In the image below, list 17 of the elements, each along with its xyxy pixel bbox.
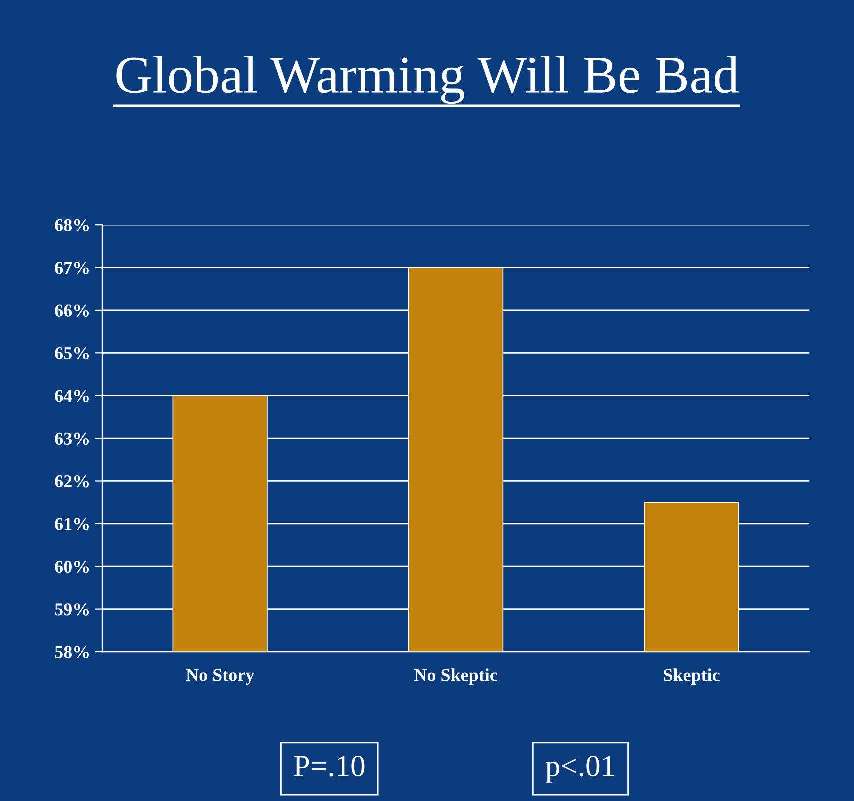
y-tick-label: 68% (55, 219, 89, 232)
y-tick-label: 65% (55, 347, 89, 360)
chart-title: Global Warming Will Be Bad (116, 56, 739, 104)
x-tick-label: No Skeptic (414, 668, 498, 686)
y-tick-label: 64% (55, 390, 89, 402)
y-tick-label: 63% (55, 432, 89, 446)
y-tick-label: 61% (55, 518, 89, 530)
y-tick-label: 59% (55, 604, 89, 616)
y-tick-label: 66% (55, 304, 89, 317)
text: p<.01 (546, 756, 614, 783)
y-tick-label: 67% (55, 262, 89, 274)
y-tick-label: 62% (55, 476, 89, 488)
text: P=.10 (294, 756, 365, 777)
y-tick-label: 60% (55, 560, 89, 574)
y-tick-label: 58% (55, 646, 89, 659)
x-tick-label: No Story (186, 669, 255, 686)
x-tick-label: Skeptic (664, 668, 720, 686)
